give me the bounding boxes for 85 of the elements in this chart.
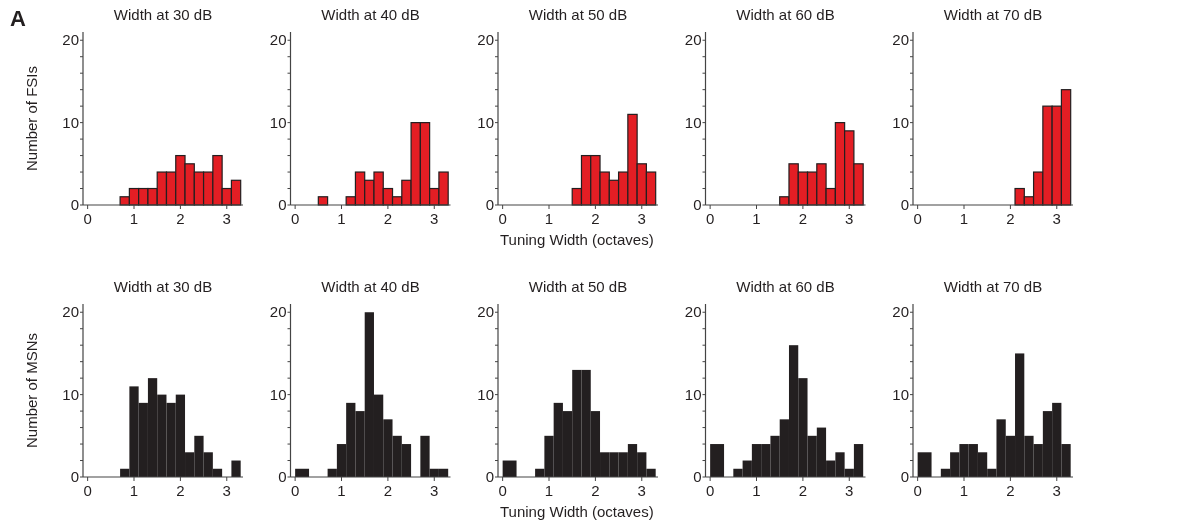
x-tick-label: 3 <box>222 482 231 499</box>
x-tick-label: 1 <box>959 482 969 499</box>
x-tick-label: 2 <box>383 482 393 499</box>
y-tick-label: 20 <box>62 31 79 49</box>
y-tick-label: 10 <box>62 113 79 131</box>
x-tick-label: 0 <box>290 210 300 227</box>
chart-title: Width at 60 dB <box>736 6 835 23</box>
x-tick-label: 3 <box>845 210 854 227</box>
chart-title: Width at 30 dB <box>113 278 213 295</box>
x-tick-label: 3 <box>1052 210 1061 227</box>
y-tick-label: 10 <box>684 113 702 131</box>
chart-title: Width at 60 dB <box>736 278 835 295</box>
y-tick-label: 0 <box>900 468 909 486</box>
x-tick-label: 1 <box>544 482 554 499</box>
x-tick-label: 1 <box>337 482 346 499</box>
y-tick-label: 20 <box>269 303 287 321</box>
y-tick-label: 20 <box>892 31 909 49</box>
chart-title: Width at 40 dB <box>321 278 420 295</box>
chart-title: Width at 70 dB <box>943 278 1043 295</box>
y-tick-label: 10 <box>62 385 79 403</box>
x-tick-label: 3 <box>637 210 646 227</box>
y-tick-label: 0 <box>278 196 287 214</box>
x-tick-label: 3 <box>430 482 439 499</box>
y-tick-label: 10 <box>269 113 287 131</box>
x-tick-label: 3 <box>845 482 854 499</box>
x-tick-label: 0 <box>705 482 715 499</box>
x-tick-label: 2 <box>591 482 600 499</box>
x-tick-label: 0 <box>913 210 922 227</box>
x-tick-label: 0 <box>913 482 922 499</box>
y-tick-label: 20 <box>269 31 287 49</box>
y-tick-label: 0 <box>693 196 702 214</box>
x-tick-label: 0 <box>83 210 92 227</box>
y-tick-label: 10 <box>892 113 909 131</box>
x-tick-label: 1 <box>129 482 139 499</box>
x-tick-label: 1 <box>959 210 969 227</box>
y-axis-title: Number of MSNs <box>23 332 40 449</box>
y-tick-label: 20 <box>477 31 494 49</box>
chart-title: Width at 70 dB <box>943 6 1043 23</box>
x-tick-label: 1 <box>544 210 554 227</box>
x-tick-label: 2 <box>1006 210 1015 227</box>
y-tick-label: 0 <box>693 468 702 486</box>
x-tick-label: 0 <box>705 210 715 227</box>
chart-title: Width at 40 dB <box>321 6 420 23</box>
x-tick-label: 2 <box>176 482 185 499</box>
x-axis-title: Tuning Width (octaves) <box>500 503 654 520</box>
x-tick-label: 3 <box>222 210 231 227</box>
y-tick-label: 0 <box>70 468 79 486</box>
y-tick-label: 10 <box>477 385 494 403</box>
chart-title: Width at 50 dB <box>528 278 628 295</box>
y-tick-label: 0 <box>278 468 287 486</box>
x-tick-label: 2 <box>176 210 185 227</box>
x-tick-label: 2 <box>1006 482 1015 499</box>
y-tick-label: 0 <box>900 196 909 214</box>
x-tick-label: 0 <box>290 482 300 499</box>
x-tick-label: 2 <box>798 210 808 227</box>
y-tick-label: 20 <box>477 303 494 321</box>
x-tick-label: 3 <box>430 210 439 227</box>
x-tick-label: 1 <box>752 210 761 227</box>
y-tick-label: 20 <box>684 303 702 321</box>
y-tick-label: 10 <box>684 385 702 403</box>
x-tick-label: 0 <box>83 482 92 499</box>
x-tick-label: 3 <box>637 482 646 499</box>
x-tick-label: 0 <box>498 482 507 499</box>
text: A <box>10 6 26 31</box>
y-tick-label: 0 <box>70 196 79 214</box>
x-tick-label: 2 <box>798 482 808 499</box>
x-tick-label: 1 <box>129 210 139 227</box>
y-axis-title: Number of FSIs <box>23 65 40 172</box>
y-tick-label: 10 <box>477 113 494 131</box>
x-tick-label: 0 <box>498 210 507 227</box>
y-tick-label: 0 <box>485 196 494 214</box>
x-tick-label: 2 <box>591 210 600 227</box>
x-tick-label: 1 <box>752 482 761 499</box>
y-tick-label: 10 <box>892 385 909 403</box>
y-tick-label: 20 <box>892 303 909 321</box>
x-tick-label: 3 <box>1052 482 1061 499</box>
y-tick-label: 20 <box>684 31 702 49</box>
x-axis-title: Tuning Width (octaves) <box>500 231 654 248</box>
y-tick-label: 20 <box>62 303 79 321</box>
y-tick-label: 10 <box>269 385 287 403</box>
chart-title: Width at 30 dB <box>113 6 213 23</box>
x-tick-label: 2 <box>383 210 393 227</box>
x-tick-label: 1 <box>337 210 346 227</box>
y-tick-label: 0 <box>485 468 494 486</box>
chart-title: Width at 50 dB <box>528 6 628 23</box>
